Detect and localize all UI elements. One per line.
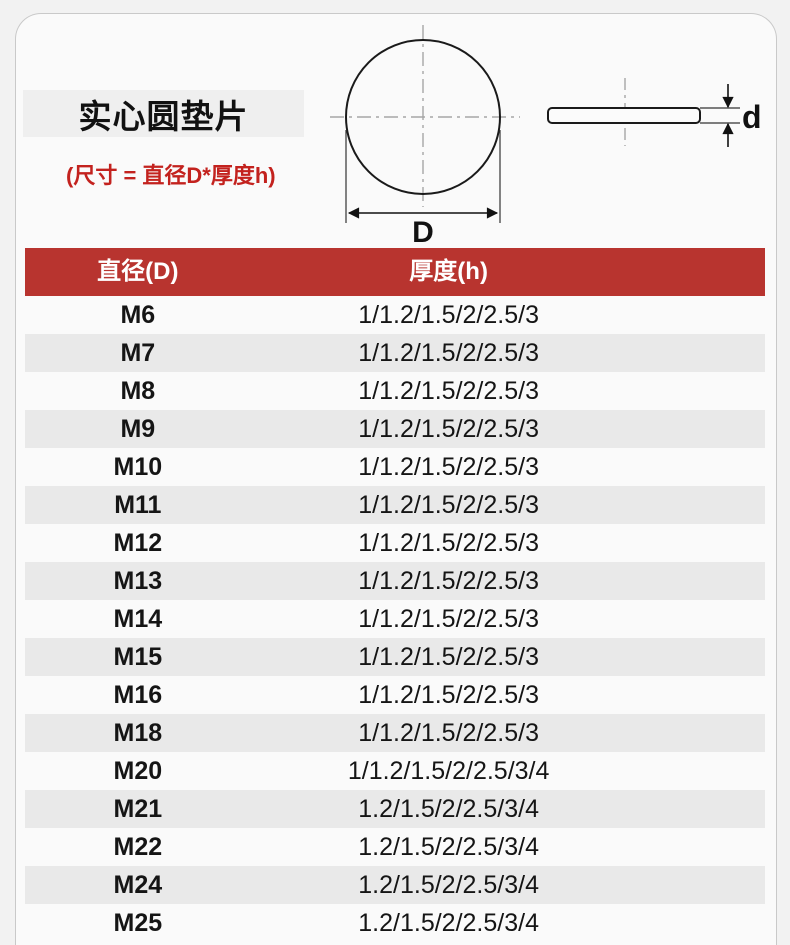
diameter-cell: M6 bbox=[120, 301, 156, 329]
diameter-cell: M11 bbox=[114, 491, 162, 519]
product-title: 实心圆垫片 bbox=[78, 97, 249, 135]
diameter-cell: M21 bbox=[113, 795, 163, 823]
size-formula-note: (尺寸 = 直径D*厚度h) bbox=[66, 163, 276, 188]
spec-card bbox=[15, 13, 777, 945]
diameter-cell: M8 bbox=[120, 377, 156, 405]
table-row: M7 1/1.2/1.5/2/2.5/3 bbox=[25, 334, 765, 372]
thickness-cell: 1/1.2/1.5/2/2.5/3 bbox=[358, 567, 539, 595]
thickness-cell: 1/1.2/1.5/2/2.5/3/4 bbox=[347, 757, 550, 785]
thickness-cell: 1.2/1.5/2/2.5/3/4 bbox=[358, 909, 539, 937]
diameter-cell: M25 bbox=[113, 909, 163, 937]
diameter-cell: M22 bbox=[113, 833, 163, 861]
column-header-thickness: 厚度(h) bbox=[409, 258, 488, 285]
table-row: M16 1/1.2/1.5/2/2.5/3 bbox=[25, 676, 765, 714]
diameter-cell: M16 bbox=[113, 681, 163, 709]
table-row: M13 1/1.2/1.5/2/2.5/3 bbox=[25, 562, 765, 600]
column-header-diameter: 直径(D) bbox=[97, 258, 179, 285]
product-title-box: 实心圆垫片 bbox=[23, 90, 304, 137]
table-row: M12 1/1.2/1.5/2/2.5/3 bbox=[25, 524, 765, 562]
thickness-label: d bbox=[742, 99, 762, 135]
thickness-cell: 1/1.2/1.5/2/2.5/3 bbox=[358, 681, 539, 709]
size-table: 直径(D) 厚度(h) M6 1/1.2/1.5/2/2.5/3 M7 1/1.… bbox=[25, 248, 765, 942]
table-row: M6 1/1.2/1.5/2/2.5/3 bbox=[25, 296, 765, 334]
diameter-cell: M20 bbox=[113, 757, 163, 785]
thickness-cell: 1/1.2/1.5/2/2.5/3 bbox=[358, 301, 539, 329]
thickness-cell: 1/1.2/1.5/2/2.5/3 bbox=[358, 491, 539, 519]
diameter-label: D bbox=[412, 216, 434, 249]
diameter-cell: M13 bbox=[113, 567, 163, 595]
table-row: M14 1/1.2/1.5/2/2.5/3 bbox=[25, 600, 765, 638]
thickness-dimension: d bbox=[700, 84, 762, 147]
thickness-cell: 1/1.2/1.5/2/2.5/3 bbox=[358, 377, 539, 405]
diameter-cell: M7 bbox=[120, 339, 156, 367]
table-row: M9 1/1.2/1.5/2/2.5/3 bbox=[25, 410, 765, 448]
table-row: M18 1/1.2/1.5/2/2.5/3 bbox=[25, 714, 765, 752]
table-row: M10 1/1.2/1.5/2/2.5/3 bbox=[25, 448, 765, 486]
thickness-cell: 1.2/1.5/2/2.5/3/4 bbox=[358, 871, 539, 899]
thickness-cell: 1/1.2/1.5/2/2.5/3 bbox=[358, 453, 539, 481]
table-row: M8 1/1.2/1.5/2/2.5/3 bbox=[25, 372, 765, 410]
diameter-cell: M10 bbox=[113, 453, 163, 481]
washer-front-view bbox=[330, 25, 520, 207]
table-row: M20 1/1.2/1.5/2/2.5/3/4 bbox=[25, 752, 765, 790]
thickness-cell: 1/1.2/1.5/2/2.5/3 bbox=[358, 643, 539, 671]
table-row: M22 1.2/1.5/2/2.5/3/4 bbox=[25, 828, 765, 866]
table-row: M21 1.2/1.5/2/2.5/3/4 bbox=[25, 790, 765, 828]
thickness-cell: 1/1.2/1.5/2/2.5/3 bbox=[358, 415, 539, 443]
table-body: M6 1/1.2/1.5/2/2.5/3 M7 1/1.2/1.5/2/2.5/… bbox=[25, 296, 765, 942]
table-row: M24 1.2/1.5/2/2.5/3/4 bbox=[25, 866, 765, 904]
thickness-cell: 1.2/1.5/2/2.5/3/4 bbox=[358, 833, 539, 861]
table-row: M25 1.2/1.5/2/2.5/3/4 bbox=[25, 904, 765, 942]
diameter-cell: M24 bbox=[113, 871, 163, 899]
thickness-cell: 1/1.2/1.5/2/2.5/3 bbox=[358, 605, 539, 633]
thickness-cell: 1.2/1.5/2/2.5/3/4 bbox=[358, 795, 539, 823]
diameter-dimension: D bbox=[345, 130, 501, 249]
washer-side-view bbox=[547, 78, 701, 146]
diameter-cell: M12 bbox=[113, 529, 163, 557]
diameter-cell: M14 bbox=[113, 605, 163, 633]
table-row: M15 1/1.2/1.5/2/2.5/3 bbox=[25, 638, 765, 676]
table-row: M11 1/1.2/1.5/2/2.5/3 bbox=[25, 486, 765, 524]
diameter-cell: M15 bbox=[113, 643, 163, 671]
thickness-cell: 1/1.2/1.5/2/2.5/3 bbox=[358, 339, 539, 367]
diameter-cell: M9 bbox=[120, 415, 156, 443]
table-header-row: 直径(D) 厚度(h) bbox=[25, 248, 765, 296]
technical-drawing: D d bbox=[330, 25, 762, 249]
diameter-cell: M18 bbox=[113, 719, 163, 747]
thickness-cell: 1/1.2/1.5/2/2.5/3 bbox=[358, 719, 539, 747]
thickness-cell: 1/1.2/1.5/2/2.5/3 bbox=[358, 529, 539, 557]
